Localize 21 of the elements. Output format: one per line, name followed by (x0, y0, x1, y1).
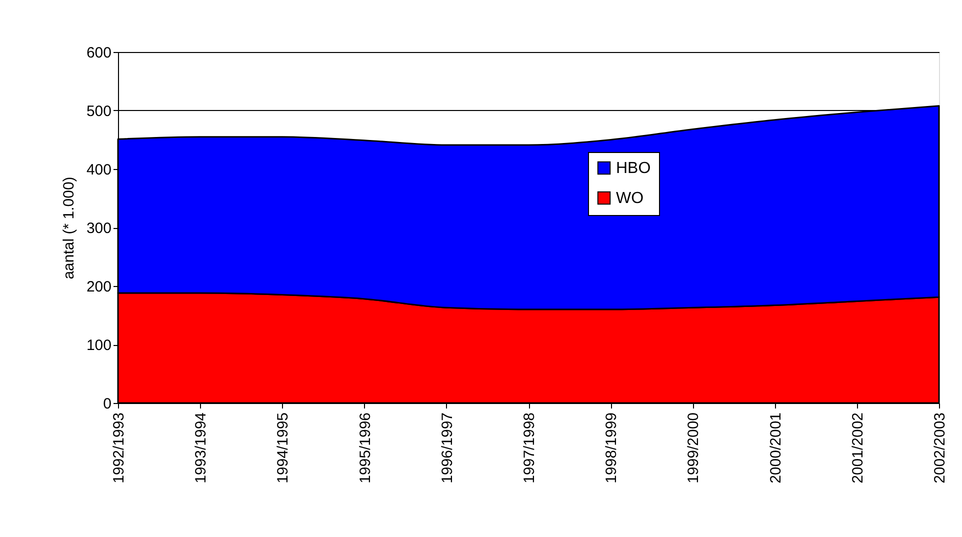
y-tick-label: 0 (103, 396, 112, 412)
x-tick-label: 2001/2002 (849, 412, 866, 484)
y-tick-label: 300 (86, 220, 112, 237)
x-tick-label: 1996/1997 (438, 412, 456, 484)
y-tick-label: 400 (86, 162, 112, 178)
x-tick-label: 1998/1999 (603, 412, 620, 484)
y-tick-label: 200 (86, 278, 112, 296)
x-tick-label: 2000/2001 (767, 412, 784, 484)
legend-label: HBO (616, 160, 651, 177)
x-tick-label: 1992/1993 (110, 412, 128, 484)
y-axis-title: aantal (* 1.000) (60, 176, 78, 280)
x-tick-label: 1997/1998 (521, 412, 538, 484)
x-tick-label: 1995/1996 (356, 412, 374, 484)
x-tick-label: 1999/2000 (685, 412, 702, 484)
x-tick-label: 1993/1994 (192, 412, 210, 484)
x-tick-label: 2002/2003 (932, 412, 948, 484)
y-tick-label: 600 (86, 44, 112, 62)
x-tick-label: 1994/1995 (274, 412, 292, 484)
legend-label: WO (616, 190, 644, 207)
y-tick-label: 500 (86, 103, 112, 120)
y-tick-label: 100 (86, 337, 112, 354)
